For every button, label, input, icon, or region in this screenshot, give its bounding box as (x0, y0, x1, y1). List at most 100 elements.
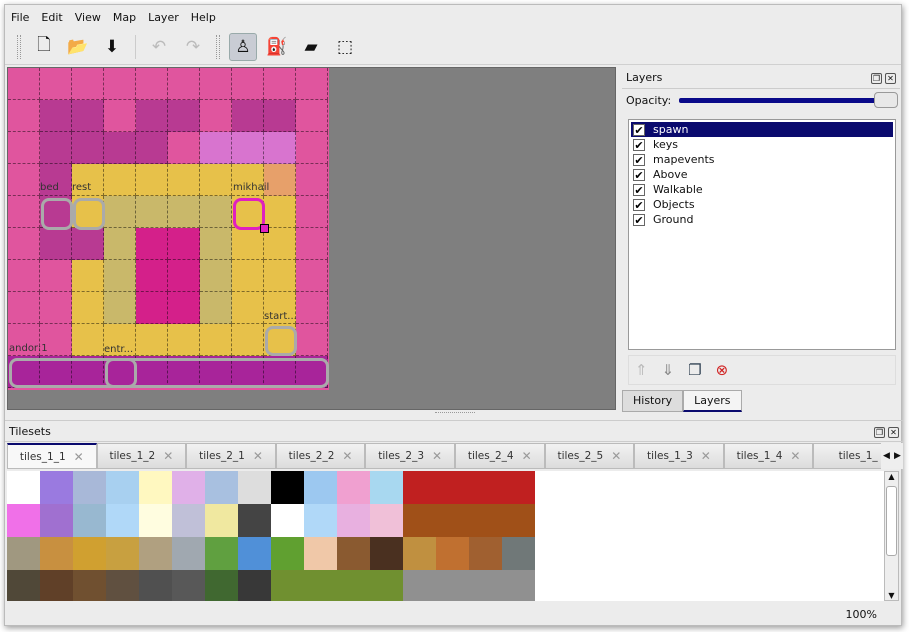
map-tile[interactable] (136, 260, 168, 292)
map-object[interactable] (73, 198, 105, 230)
object-resize-handle[interactable] (260, 224, 269, 233)
map-tile[interactable] (136, 196, 168, 228)
tileset-tile[interactable] (172, 570, 205, 601)
map-tile[interactable] (8, 196, 40, 228)
tileset-tile[interactable] (139, 471, 172, 504)
tileset-tile[interactable] (436, 504, 469, 537)
scroll-down-icon[interactable]: ▼ (888, 591, 895, 600)
menu-layer[interactable]: Layer (148, 10, 179, 24)
map-tile[interactable] (136, 100, 168, 132)
tileset-tile[interactable] (271, 504, 304, 537)
map-tile[interactable] (200, 292, 232, 324)
map-tile[interactable] (136, 68, 168, 100)
map-object[interactable] (265, 326, 297, 356)
map-canvas[interactable]: bed rest mikhail start... andor:1 entr... (7, 67, 616, 410)
open-button[interactable]: 📂 (64, 33, 92, 61)
tab-close-icon[interactable]: ✕ (521, 449, 532, 463)
menu-view[interactable]: View (74, 10, 101, 24)
map-tile[interactable] (264, 196, 296, 228)
map-tile[interactable] (232, 228, 264, 260)
float-icon[interactable]: ❐ (871, 73, 882, 84)
tileset-tile[interactable] (7, 570, 40, 601)
map-tile[interactable] (200, 356, 232, 388)
map-tile[interactable] (104, 132, 136, 164)
tileset-tile[interactable] (370, 570, 403, 601)
tileset-tile[interactable] (106, 570, 139, 601)
map-tile[interactable] (232, 68, 264, 100)
map-tile[interactable] (40, 228, 72, 260)
tileset-tile[interactable] (403, 537, 436, 570)
map-tile[interactable] (104, 68, 136, 100)
rect-select-button[interactable]: ⬚ (331, 33, 359, 61)
opacity-slider[interactable] (679, 91, 898, 108)
map-tile[interactable] (200, 164, 232, 196)
tileset-tile[interactable] (436, 537, 469, 570)
tileset-tile[interactable] (469, 570, 502, 601)
map-tile[interactable] (40, 292, 72, 324)
tileset-tile[interactable] (238, 570, 271, 601)
map-tile[interactable] (200, 228, 232, 260)
map-tile[interactable] (200, 260, 232, 292)
scrollbar-thumb[interactable] (886, 486, 897, 556)
tileset-tab[interactable]: tiles_2_1 ✕ (186, 443, 276, 469)
map-tile[interactable] (296, 164, 328, 196)
visibility-checkbox[interactable]: ✔ (633, 168, 645, 182)
toolbar-grip[interactable] (216, 34, 220, 59)
map-view[interactable]: bed rest mikhail start... andor:1 entr... (8, 68, 329, 390)
map-tile[interactable] (232, 164, 264, 196)
visibility-checkbox[interactable]: ✔ (633, 138, 645, 152)
tileset-tile[interactable] (304, 570, 337, 601)
map-tile[interactable] (296, 260, 328, 292)
layer-row[interactable]: ✔ spawn (631, 122, 893, 137)
map-tile[interactable] (296, 324, 328, 356)
tileset-tile[interactable] (172, 504, 205, 537)
map-tile[interactable] (200, 324, 232, 356)
tileset-tile[interactable] (304, 504, 337, 537)
map-object[interactable] (9, 358, 329, 388)
tab-close-icon[interactable]: ✕ (700, 449, 711, 463)
map-tile[interactable] (8, 228, 40, 260)
tileset-tile[interactable] (40, 570, 73, 601)
map-tile[interactable] (72, 292, 104, 324)
tab-close-icon[interactable]: ✕ (73, 449, 84, 464)
map-tile[interactable] (104, 196, 136, 228)
tileset-tab[interactable]: tiles_2_3 ✕ (365, 443, 455, 469)
undo-button[interactable]: ↶ (145, 33, 173, 61)
tileset-tab[interactable]: tiles_1_4 ✕ (723, 443, 814, 469)
tileset-tile[interactable] (469, 504, 502, 537)
map-tile[interactable] (296, 100, 328, 132)
map-tile[interactable] (296, 228, 328, 260)
map-tile[interactable] (264, 356, 296, 388)
map-tile[interactable] (232, 132, 264, 164)
layer-row[interactable]: ✔ mapevents (631, 152, 893, 167)
layer-row[interactable]: ✔ Above (631, 167, 893, 182)
menu-map[interactable]: Map (112, 10, 137, 24)
map-tile[interactable] (232, 260, 264, 292)
map-object[interactable] (233, 198, 265, 230)
map-tile[interactable] (136, 324, 168, 356)
tileset-scrollbar[interactable]: ▲ ▼ (884, 471, 899, 601)
tileset-tile[interactable] (370, 537, 403, 570)
map-tile[interactable] (200, 196, 232, 228)
layer-row[interactable]: ✔ Walkable (631, 182, 893, 197)
map-object[interactable] (41, 198, 73, 230)
tab-layers[interactable]: Layers (683, 390, 742, 412)
remove-layer-icon[interactable]: ⊗ (715, 361, 729, 379)
tileset-tile[interactable] (436, 471, 469, 504)
tileset-view[interactable] (7, 471, 884, 601)
tileset-tile[interactable] (106, 471, 139, 504)
close-icon[interactable]: ✕ (888, 426, 899, 438)
layer-row[interactable]: ✔ keys (631, 137, 893, 152)
map-tile[interactable] (104, 164, 136, 196)
toolbar-grip[interactable] (17, 34, 21, 59)
tab-close-icon[interactable]: ✕ (252, 449, 263, 463)
tileset-tile[interactable] (40, 471, 73, 504)
layer-row[interactable]: ✔ Objects (631, 197, 893, 212)
map-tile[interactable] (200, 68, 232, 100)
tileset-tab[interactable]: tiles_2_5 ✕ (544, 443, 635, 469)
tileset-tile[interactable] (73, 537, 106, 570)
tileset-tile[interactable] (502, 471, 535, 504)
visibility-checkbox[interactable]: ✔ (633, 123, 645, 137)
map-tile[interactable] (40, 100, 72, 132)
visibility-checkbox[interactable]: ✔ (633, 183, 645, 197)
